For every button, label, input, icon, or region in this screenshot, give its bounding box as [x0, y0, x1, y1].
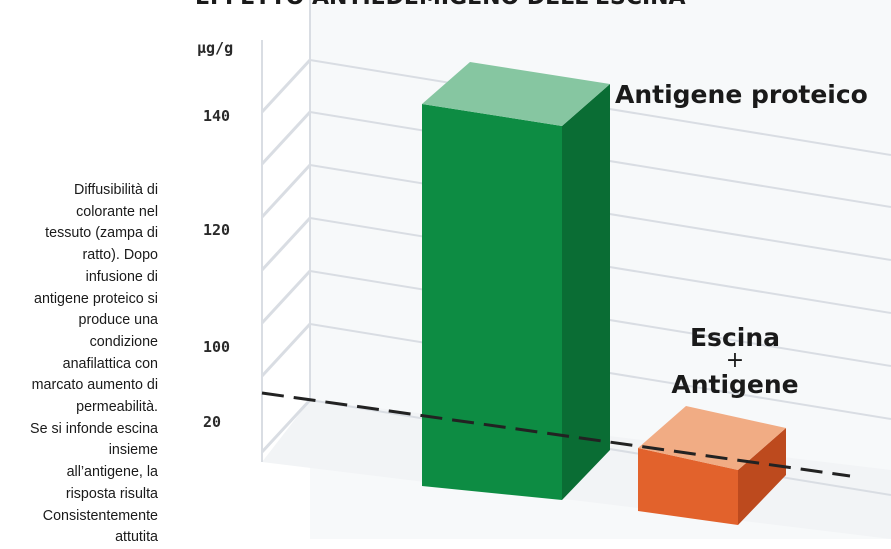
bar-front — [638, 448, 738, 525]
y-tick-label: 20 — [203, 413, 221, 431]
gridline-depth — [260, 110, 312, 166]
category-label: Antigene — [671, 370, 798, 399]
category-label: Antigene proteico — [615, 80, 868, 109]
figure-caption: Diffusibilità di colorante nel tessuto (… — [30, 182, 158, 546]
bar-top — [638, 406, 786, 470]
gridline-depth — [260, 216, 312, 272]
y-tick-label: 120 — [203, 221, 230, 239]
bar-antigene-proteico — [422, 62, 610, 500]
category-label: Escina — [690, 323, 780, 352]
gridline-depth — [260, 269, 312, 325]
reference-line — [261, 391, 851, 478]
bar-escina-antigene — [638, 406, 786, 525]
bar-top — [422, 62, 610, 126]
gridline-depth — [260, 398, 312, 454]
category-label: + — [726, 348, 744, 373]
gridline-depth — [260, 58, 312, 114]
chart-title: EFFETTO ANTIEDEMIGENO DELL'ESCINA — [195, 0, 686, 10]
y-axis-unit: µg/g — [197, 39, 233, 57]
bar-front — [422, 104, 562, 500]
bar-side — [562, 84, 610, 500]
gridline-depth — [260, 322, 312, 378]
gridline-depth — [260, 163, 312, 219]
bar-side — [738, 428, 786, 525]
y-tick-label: 140 — [203, 107, 230, 125]
y-tick-label: 100 — [203, 338, 230, 356]
